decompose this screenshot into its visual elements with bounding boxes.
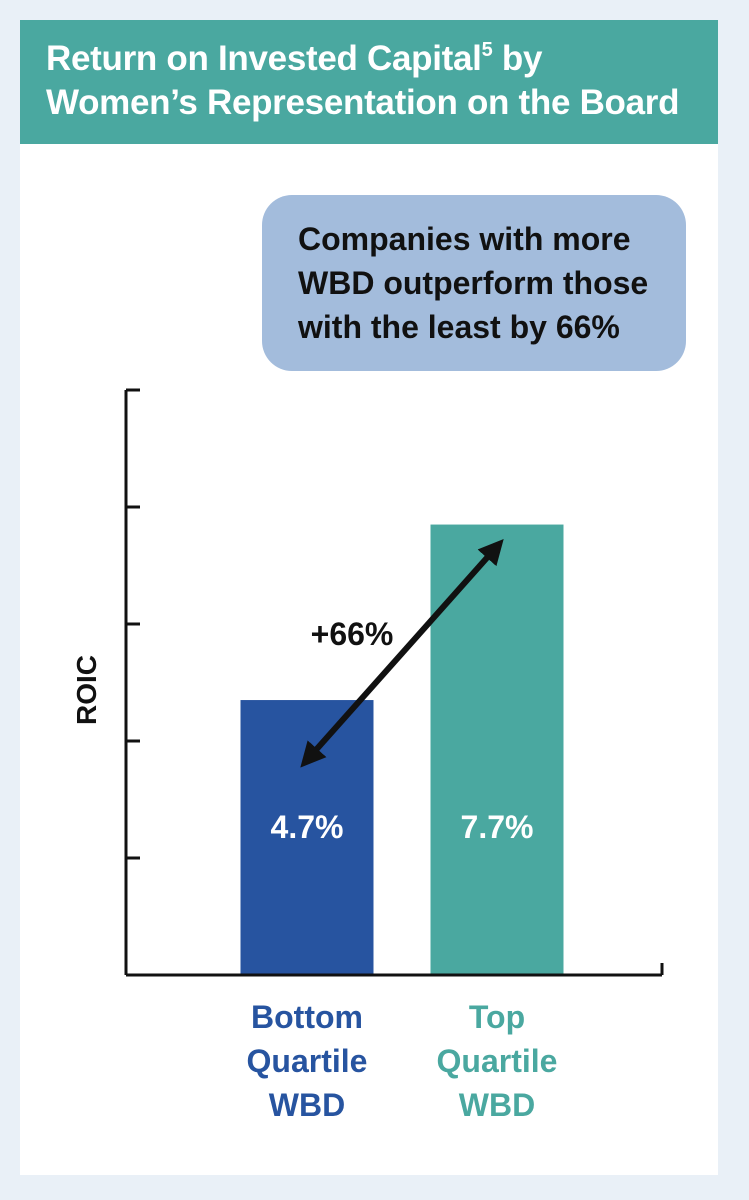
category-label-line: Bottom — [251, 999, 363, 1035]
callout-line-1: Companies with more — [298, 221, 631, 257]
title-main: Return on Invested Capital — [46, 39, 482, 78]
category-label-line: Quartile — [246, 1043, 368, 1079]
double-headed-arrow — [300, 539, 504, 768]
bar-value-label: 7.7% — [461, 809, 534, 845]
y-axis-label: ROIC — [71, 655, 102, 725]
category-label-bottom-quartile: Bottom Quartile WBD — [217, 995, 397, 1127]
category-label-top-quartile: Top Quartile WBD — [407, 995, 587, 1127]
callout-line-3: with the least by 66% — [298, 309, 620, 345]
category-label-line: Top — [468, 999, 526, 1035]
difference-annotation-label: +66% — [311, 616, 394, 652]
title-footnote-marker: 5 — [481, 39, 493, 61]
callout-box: Companies with more WBD outperform those… — [262, 195, 686, 371]
category-label-line: Quartile — [436, 1043, 558, 1079]
chart-title: Return on Invested Capital5 by Women’s R… — [46, 37, 698, 125]
annotation-layer: +66% — [300, 539, 504, 768]
chart-header: Return on Invested Capital5 by Women’s R… — [20, 20, 718, 144]
axis-layer: ROIC — [71, 388, 664, 977]
title-tail: by — [492, 39, 543, 78]
bar-value-label: 4.7% — [271, 809, 344, 845]
category-label-line: WBD — [458, 1087, 536, 1123]
bar-top-quartile — [430, 524, 564, 975]
bars-layer: 4.7% 7.7% — [240, 524, 564, 975]
callout-line-2: WBD outperform those — [298, 265, 649, 301]
title-line-2: Women’s Representation on the Board — [46, 83, 680, 122]
category-label-line: WBD — [268, 1087, 346, 1123]
